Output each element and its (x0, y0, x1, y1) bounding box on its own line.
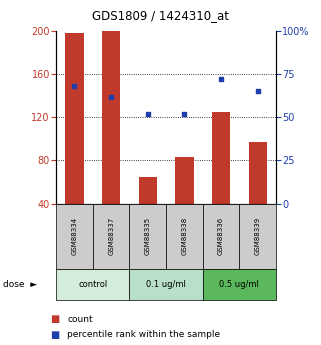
Point (182, 111, 187, 117)
Text: count: count (67, 315, 93, 324)
Bar (102, 31, 120, 204)
Bar (139, 177, 157, 204)
Text: GSM88339: GSM88339 (255, 217, 261, 255)
Bar (175, 157, 194, 204)
Text: GSM88335: GSM88335 (145, 217, 151, 255)
Text: control: control (78, 280, 108, 289)
Bar (65, 33, 84, 204)
Point (108, 94, 114, 99)
Point (72, 83, 77, 89)
Bar (212, 112, 230, 204)
Text: percentile rank within the sample: percentile rank within the sample (67, 330, 221, 339)
Text: dose  ►: dose ► (3, 280, 37, 289)
Point (145, 111, 150, 117)
Text: 0.5 ug/ml: 0.5 ug/ml (220, 280, 259, 289)
Bar (248, 142, 267, 204)
Point (219, 77, 224, 82)
Text: GDS1809 / 1424310_at: GDS1809 / 1424310_at (92, 9, 229, 22)
Text: GSM88337: GSM88337 (108, 217, 114, 255)
Text: ■: ■ (50, 314, 59, 324)
Text: ■: ■ (50, 330, 59, 339)
Text: GSM88338: GSM88338 (181, 217, 187, 255)
Text: GSM88334: GSM88334 (72, 217, 77, 255)
Text: 0.1 ug/ml: 0.1 ug/ml (146, 280, 186, 289)
Point (255, 89, 260, 94)
Text: GSM88336: GSM88336 (218, 217, 224, 255)
